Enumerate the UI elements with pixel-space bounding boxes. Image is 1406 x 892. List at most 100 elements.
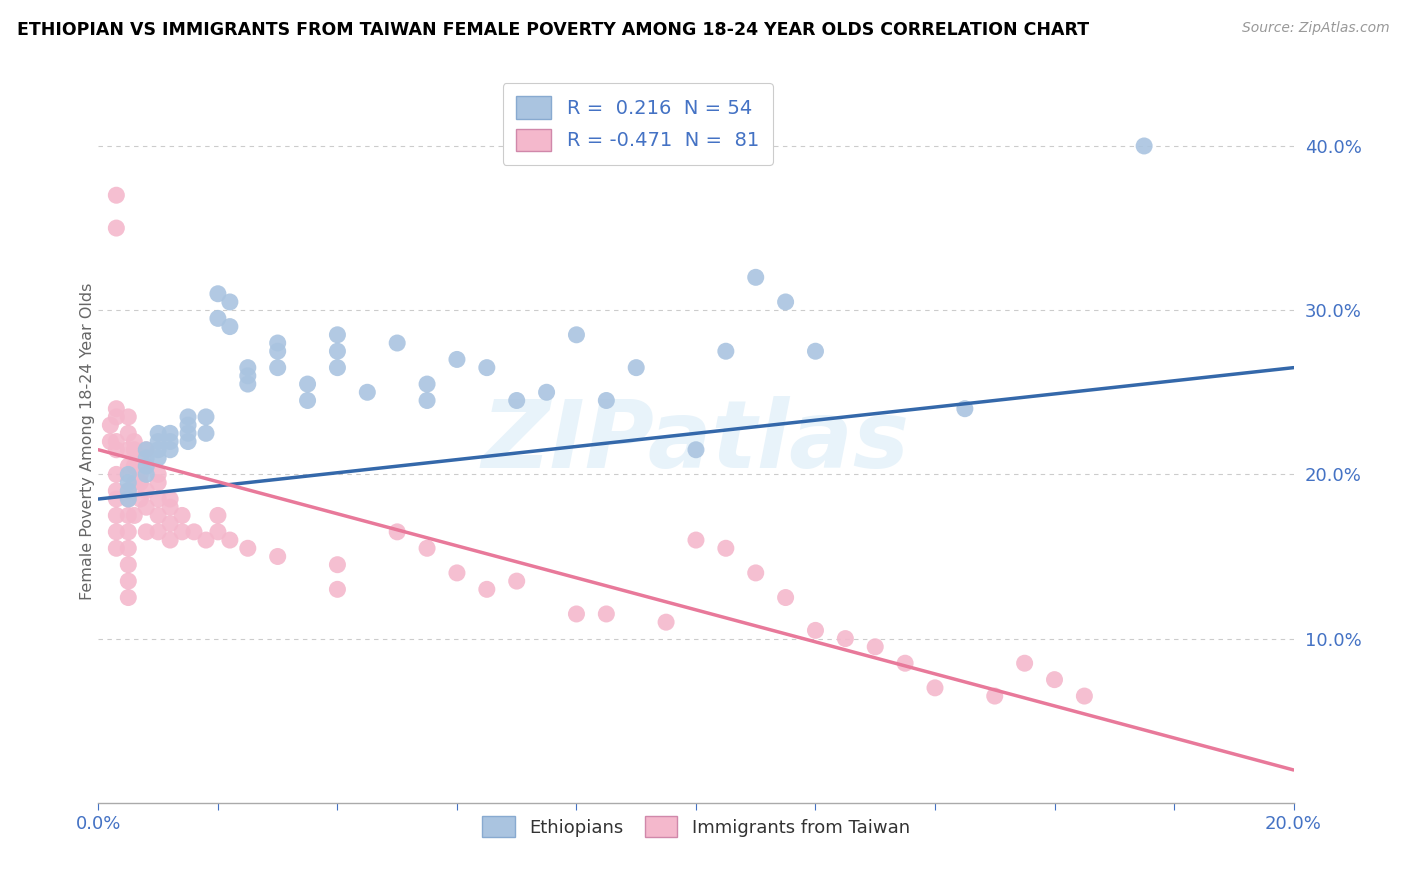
Point (219, 319, 242, 334)
Point (159, 533, 181, 547)
Point (385, 524, 409, 539)
Point (834, 632, 856, 646)
Point (117, 467, 139, 482)
Point (172, 524, 194, 539)
Point (953, 401, 976, 416)
Point (207, 286, 229, 301)
Point (117, 442, 139, 457)
Point (565, 607, 588, 621)
Point (894, 657, 917, 671)
Point (172, 508, 194, 523)
Point (297, 393, 319, 408)
Point (117, 524, 139, 539)
Point (804, 344, 827, 359)
Point (135, 442, 157, 457)
Point (148, 442, 170, 457)
Point (714, 344, 737, 359)
Point (1043, 673, 1066, 687)
Y-axis label: Female Poverty Among 18-24 Year Olds: Female Poverty Among 18-24 Year Olds (80, 283, 94, 600)
Point (129, 475, 152, 490)
Point (159, 491, 181, 506)
Point (148, 450, 170, 465)
Point (117, 541, 139, 556)
Point (177, 409, 200, 424)
Point (236, 368, 259, 383)
Point (124, 475, 146, 490)
Point (105, 524, 128, 539)
Point (267, 549, 290, 564)
Point (124, 442, 146, 457)
Point (536, 385, 558, 400)
Point (117, 591, 139, 605)
Point (267, 360, 290, 375)
Point (117, 426, 139, 441)
Point (804, 624, 827, 638)
Point (236, 360, 259, 375)
Point (129, 491, 152, 506)
Point (219, 533, 242, 547)
Point (475, 360, 498, 375)
Point (297, 377, 319, 392)
Point (124, 434, 146, 449)
Point (148, 434, 170, 449)
Point (148, 475, 170, 490)
Point (984, 689, 1007, 703)
Point (416, 541, 439, 556)
Point (159, 426, 181, 441)
Point (655, 615, 678, 630)
Point (135, 442, 157, 457)
Point (105, 508, 128, 523)
Point (159, 500, 181, 515)
Point (236, 541, 259, 556)
Point (105, 401, 128, 416)
Point (236, 377, 259, 392)
Point (685, 533, 707, 547)
Point (626, 360, 648, 375)
Point (195, 533, 218, 547)
Point (595, 393, 617, 408)
Text: ETHIOPIAN VS IMMIGRANTS FROM TAIWAN FEMALE POVERTY AMONG 18-24 YEAR OLDS CORRELA: ETHIOPIAN VS IMMIGRANTS FROM TAIWAN FEMA… (17, 21, 1090, 38)
Point (135, 483, 157, 498)
Point (183, 524, 205, 539)
Point (326, 558, 349, 572)
Point (105, 442, 128, 457)
Point (117, 508, 139, 523)
Point (159, 434, 181, 449)
Legend: Ethiopians, Immigrants from Taiwan: Ethiopians, Immigrants from Taiwan (471, 805, 921, 848)
Point (135, 459, 157, 474)
Point (135, 450, 157, 465)
Point (148, 467, 170, 482)
Point (416, 393, 439, 408)
Point (117, 475, 139, 490)
Point (105, 541, 128, 556)
Point (148, 508, 170, 523)
Point (1073, 689, 1095, 703)
Point (105, 409, 128, 424)
Point (117, 483, 139, 498)
Point (117, 574, 139, 588)
Point (148, 524, 170, 539)
Point (1133, 139, 1156, 153)
Point (129, 450, 152, 465)
Point (117, 491, 139, 506)
Point (326, 327, 349, 342)
Point (446, 566, 468, 580)
Point (207, 311, 229, 326)
Point (475, 582, 498, 597)
Point (745, 270, 768, 285)
Point (446, 352, 468, 367)
Point (219, 295, 242, 310)
Point (135, 467, 157, 482)
Point (775, 591, 797, 605)
Point (124, 508, 146, 523)
Point (148, 491, 170, 506)
Point (105, 188, 128, 202)
Point (98, 418, 122, 433)
Text: Source: ZipAtlas.com: Source: ZipAtlas.com (1241, 21, 1389, 35)
Point (124, 459, 146, 474)
Point (326, 360, 349, 375)
Text: ZIPatlas: ZIPatlas (482, 395, 910, 488)
Point (177, 434, 200, 449)
Point (177, 426, 200, 441)
Point (129, 467, 152, 482)
